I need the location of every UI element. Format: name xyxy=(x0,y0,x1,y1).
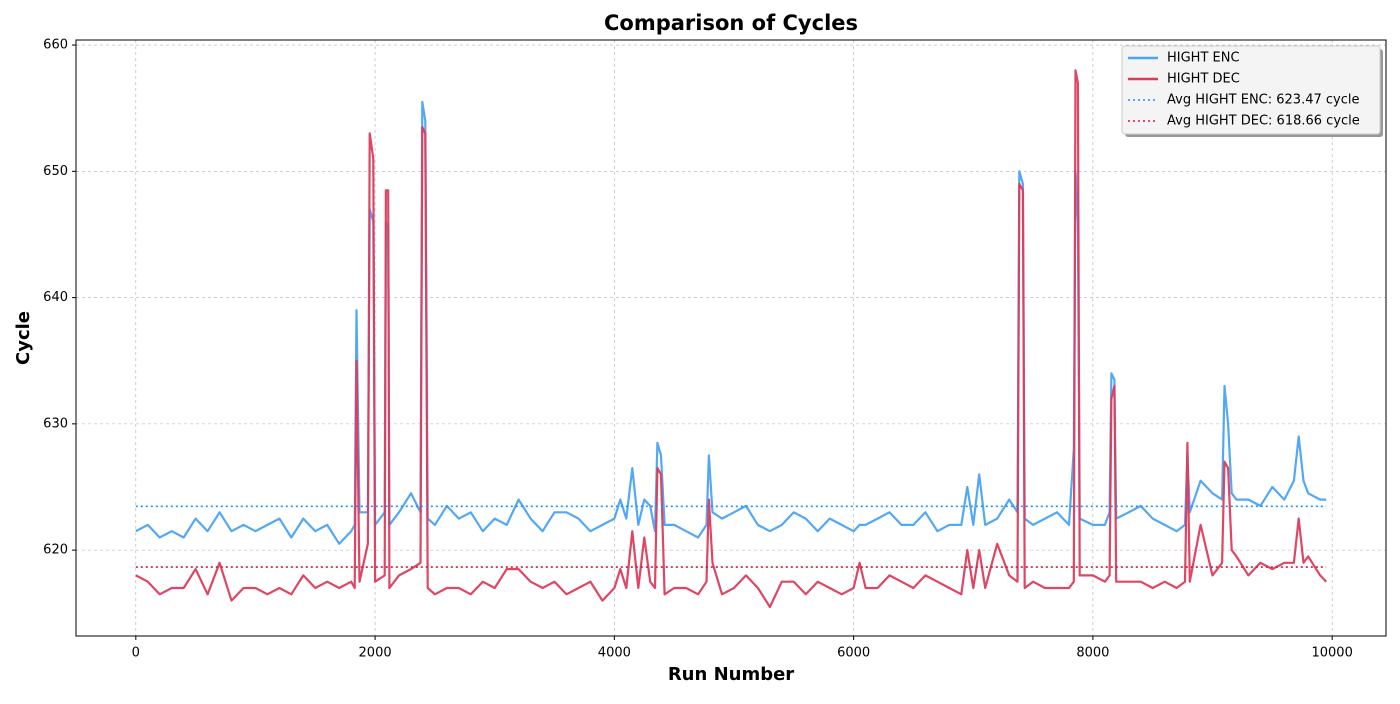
x-tick-label: 8000 xyxy=(1076,646,1109,661)
x-tick-label: 0 xyxy=(132,646,140,661)
series-line xyxy=(135,69,1327,609)
x-tick-label: 6000 xyxy=(837,646,870,661)
y-tick-label: 620 xyxy=(43,543,68,558)
x-tick-label: 4000 xyxy=(598,646,631,661)
legend: HIGHT ENC HIGHT DEC Avg HIGHT ENC: 623.47 … xyxy=(1121,45,1383,137)
plot-frame xyxy=(75,39,1387,637)
legend-label: Avg HIGHT ENC: 623.47 cycle xyxy=(1167,93,1360,108)
y-tick-label: 650 xyxy=(43,164,68,179)
y-tick-label: 630 xyxy=(43,416,68,431)
y-axis-label: Cycle xyxy=(13,311,34,365)
y-tick-label: 660 xyxy=(43,38,68,53)
x-tick-label: 2000 xyxy=(359,646,392,661)
y-tick-label: 640 xyxy=(43,290,68,305)
legend-box xyxy=(1121,45,1381,135)
legend-label: Avg HIGHT DEC: 618.66 cycle xyxy=(1167,114,1360,129)
legend-label: HIGHT DEC xyxy=(1167,72,1240,87)
legend-label: HIGHT ENC xyxy=(1167,51,1240,66)
x-axis-label: Run Number xyxy=(668,664,794,685)
x-tick-label: 10000 xyxy=(1311,646,1352,661)
series-line xyxy=(135,100,1327,545)
chart-title: Comparison of Cycles xyxy=(604,11,858,35)
